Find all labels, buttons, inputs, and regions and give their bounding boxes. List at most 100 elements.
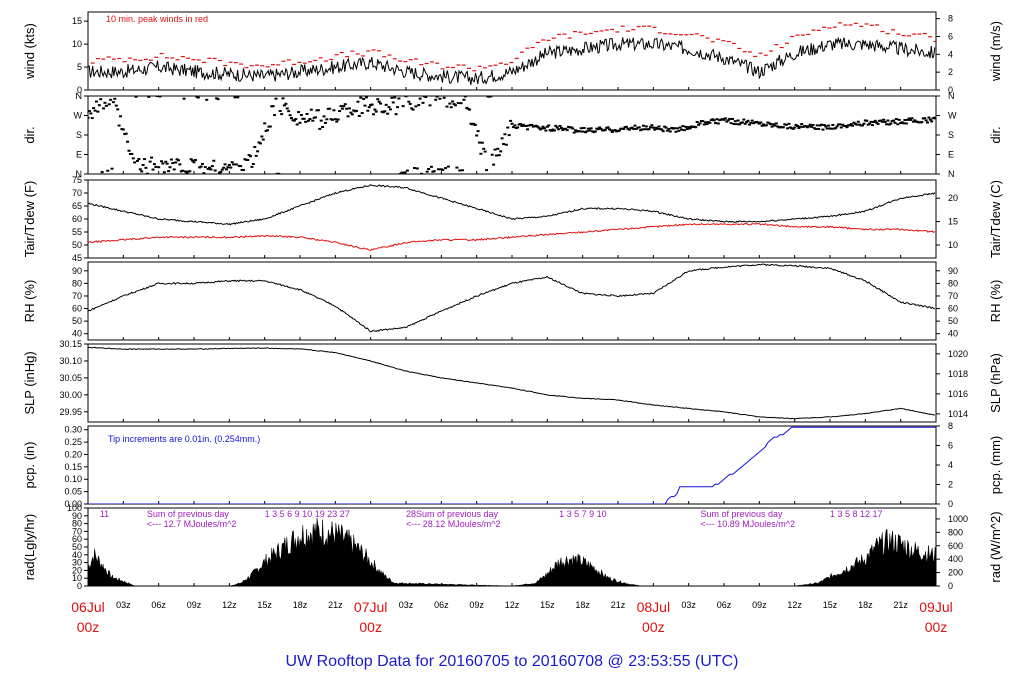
direction-point — [213, 169, 217, 172]
direction-point — [124, 132, 128, 135]
direction-point — [178, 163, 182, 166]
direction-point — [869, 120, 873, 123]
direction-point — [346, 115, 350, 118]
direction-point — [476, 130, 480, 133]
direction-point — [705, 123, 709, 126]
direction-point — [323, 121, 327, 124]
direction-point — [729, 122, 733, 125]
direction-point — [314, 116, 318, 119]
direction-point — [249, 155, 253, 158]
direction-point — [119, 115, 123, 118]
x-hour-label: 18z — [858, 600, 873, 610]
radiation-left-tick-label: 90 — [72, 511, 82, 521]
direction-point — [695, 120, 699, 123]
direction-point — [362, 97, 366, 100]
direction-point — [726, 119, 730, 122]
direction-point — [732, 122, 736, 125]
direction-point — [415, 167, 419, 170]
direction-point — [627, 128, 631, 131]
x-hour-label: 03z — [399, 600, 414, 610]
direction-point — [861, 124, 865, 127]
direction-point — [144, 166, 148, 169]
direction-point — [674, 130, 678, 133]
direction-point — [432, 170, 436, 173]
direction-point — [747, 123, 751, 126]
direction-point — [520, 125, 524, 128]
direction-point — [239, 165, 243, 168]
direction-point — [137, 157, 141, 160]
direction-point — [298, 121, 302, 124]
direction-point — [111, 101, 115, 104]
direction-point — [390, 96, 394, 99]
direction-point — [100, 171, 104, 174]
direction-point — [849, 123, 853, 126]
direction-point — [192, 161, 196, 164]
direction-point — [164, 160, 168, 163]
direction-point — [328, 107, 332, 110]
direction-point — [821, 128, 825, 131]
direction-point — [800, 123, 804, 126]
direction-frame — [87, 95, 937, 175]
rh-left-tick-label: 40 — [72, 329, 82, 339]
radiation-right-tick-label: 1000 — [948, 514, 968, 524]
panel-radiation: 010203040506070809010002004006008001000r… — [22, 503, 1003, 591]
direction-point — [475, 134, 479, 137]
radiation-plot — [88, 517, 936, 586]
direction-point — [370, 103, 374, 106]
direction-point — [468, 108, 472, 111]
direction-point — [694, 126, 698, 129]
x-day-label: 08Jul — [637, 599, 670, 615]
radiation-left-tick-label: 100 — [67, 503, 82, 513]
direction-point — [364, 96, 368, 99]
direction-point — [609, 129, 613, 132]
direction-point — [397, 97, 401, 100]
direction-point — [886, 119, 890, 122]
direction-point — [203, 166, 207, 169]
direction-point — [889, 122, 893, 125]
direction-point — [504, 143, 508, 146]
direction-point — [668, 130, 672, 133]
rh-right-tick-label: 90 — [948, 266, 958, 276]
direction-point — [480, 141, 484, 144]
wind-left-tick-label: 5 — [77, 62, 82, 72]
direction-point — [822, 124, 826, 127]
direction-point — [335, 120, 339, 123]
direction-point — [903, 119, 907, 122]
direction-point — [657, 125, 661, 128]
pressure-right-tick-label: 1020 — [948, 349, 968, 359]
direction-point — [325, 118, 329, 121]
direction-point — [288, 114, 292, 117]
direction-point — [130, 152, 134, 155]
direction-point — [376, 98, 380, 101]
direction-point — [875, 121, 879, 124]
direction-point — [702, 123, 706, 126]
direction-point — [157, 166, 161, 169]
panel-precipitation: 0.00 0.05 0.10 0.15 0.20 0.25 0.30 0 2 4 6 8 pcp. (i… — [22, 421, 1003, 509]
direction-point — [155, 96, 159, 98]
direction-point — [168, 166, 172, 169]
direction-point — [540, 127, 544, 130]
direction-point — [742, 118, 746, 121]
radiation-left-tick-label: 70 — [72, 526, 82, 536]
x-hour-label: 21z — [893, 600, 908, 610]
x-hour-label: 06z — [151, 600, 166, 610]
direction-point — [287, 110, 291, 113]
direction-point — [677, 129, 681, 132]
direction-left-tick-label: N — [76, 91, 83, 101]
direction-point — [388, 108, 392, 111]
direction-point — [188, 170, 192, 173]
direction-point — [151, 168, 155, 171]
direction-point — [251, 163, 255, 166]
direction-point — [305, 112, 309, 115]
direction-point — [445, 105, 449, 108]
radiation-annotation: 1 3 5 7 9 10 — [559, 509, 607, 519]
direction-point — [927, 116, 931, 119]
direction-point — [774, 122, 778, 125]
direction-point — [411, 108, 415, 111]
x-hour-label: 18z — [293, 600, 308, 610]
direction-point — [848, 124, 852, 127]
direction-point — [319, 119, 323, 122]
direction-point — [750, 119, 754, 122]
direction-point — [360, 112, 364, 115]
